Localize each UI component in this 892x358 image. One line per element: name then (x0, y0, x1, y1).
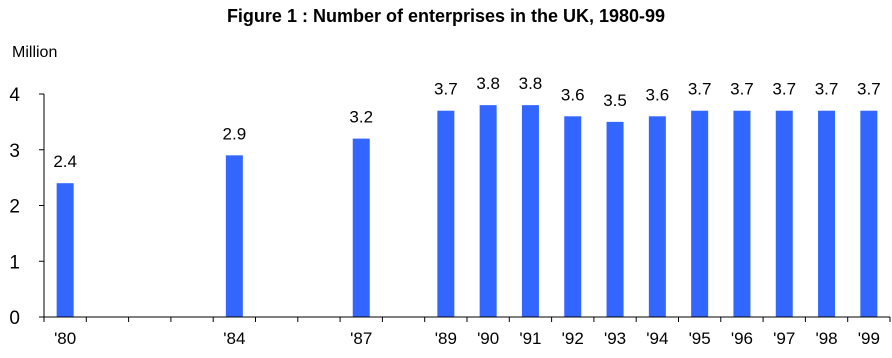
bar (479, 105, 497, 318)
data-label: 3.8 (476, 74, 500, 93)
x-tick-label: '91 (519, 329, 541, 348)
bar (860, 110, 878, 317)
bar (56, 183, 74, 317)
data-label: 2.4 (53, 152, 77, 171)
y-axis: 0 1 2 3 4 (9, 85, 45, 329)
bar (648, 116, 666, 317)
bar (818, 110, 836, 317)
bar (733, 110, 751, 317)
y-axis-unit-label: Million (12, 44, 57, 61)
data-labels: 2.4 2.9 3.2 3.7 3.8 3.8 3.6 3.5 3.6 3.7 3.7 3.7 3.7 3… (53, 74, 880, 171)
data-label: 3.7 (772, 80, 796, 99)
bar (775, 110, 793, 317)
x-tick-label: '99 (858, 329, 880, 348)
y-tick-label: 4 (9, 85, 20, 106)
bar (691, 110, 709, 317)
x-tick-label: '80 (54, 329, 76, 348)
x-axis: '80 '84 '87 '89 '90 '91 '92 '93 '94 '95 '96 '97 '98 '… (43, 316, 891, 348)
x-tick-label: '96 (731, 329, 753, 348)
data-label: 3.6 (646, 85, 670, 104)
x-tick-label: '89 (435, 329, 457, 348)
bars (56, 105, 878, 318)
bar (352, 138, 370, 317)
y-tick-label: 0 (9, 308, 20, 329)
data-label: 3.7 (857, 80, 881, 99)
y-tick-label: 1 (9, 252, 20, 273)
x-tick-label: '94 (646, 329, 668, 348)
x-tick-label: '95 (689, 329, 711, 348)
chart-title: Figure 1 : Number of enterprises in the … (227, 6, 665, 26)
data-label: 3.2 (349, 108, 373, 127)
x-tick-label: '92 (562, 329, 584, 348)
bar (521, 105, 539, 318)
bar (437, 110, 455, 317)
x-tick-label: '98 (815, 329, 837, 348)
y-tick-label: 2 (9, 197, 20, 218)
x-tick-label: '87 (350, 329, 372, 348)
bar (606, 121, 624, 317)
x-tick-label: '93 (604, 329, 626, 348)
x-tick-label: '90 (477, 329, 499, 348)
data-label: 2.9 (223, 124, 247, 143)
data-label: 3.5 (603, 91, 627, 110)
data-label: 3.7 (815, 80, 839, 99)
data-label: 3.7 (688, 80, 712, 99)
y-tick-label: 3 (9, 141, 20, 162)
x-tick-label: '97 (773, 329, 795, 348)
data-label: 3.7 (730, 80, 754, 99)
data-label: 3.8 (519, 74, 543, 93)
bar (564, 116, 582, 317)
data-label: 3.7 (434, 80, 458, 99)
data-label: 3.6 (561, 85, 585, 104)
x-tick-label: '84 (223, 329, 245, 348)
bar (225, 155, 243, 317)
